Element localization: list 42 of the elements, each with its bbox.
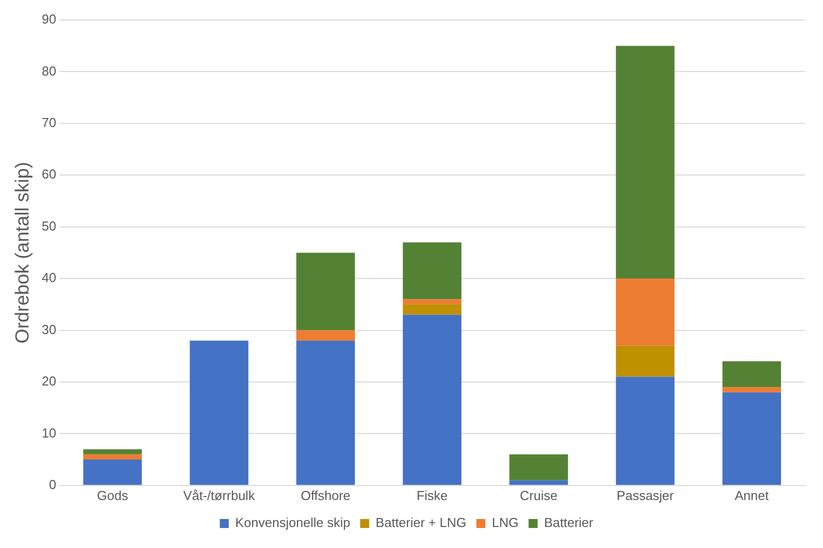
y-tick-label: 50 — [42, 218, 56, 234]
y-tick-label: 70 — [42, 115, 56, 130]
legend-label: Konvensjonelle skip — [235, 515, 350, 530]
bar — [83, 454, 142, 460]
x-tick-label: Gods — [96, 488, 129, 503]
legend-label: Batterier — [544, 515, 594, 530]
bar — [83, 460, 142, 485]
bar — [722, 392, 782, 485]
legend-label: LNG — [492, 515, 519, 530]
y-tick-label: 0 — [49, 476, 56, 492]
y-tick-label: 80 — [42, 63, 56, 78]
y-tick-label: 30 — [42, 322, 56, 337]
bar — [616, 376, 674, 485]
x-tick-label: Fiske — [416, 488, 448, 503]
bar — [296, 252, 355, 330]
bar — [509, 454, 568, 480]
x-tick-label: Offshore — [300, 488, 350, 503]
y-tick-label: 40 — [42, 270, 56, 286]
x-tick-label: Våt-/tørrbulk — [183, 488, 256, 503]
y-tick-label: 90 — [42, 12, 56, 27]
x-tick-label: Cruise — [520, 488, 558, 503]
bar — [402, 242, 462, 300]
bar — [722, 387, 782, 392]
y-tick-label: 20 — [42, 374, 56, 389]
x-tick-label: Annet — [734, 488, 770, 503]
bar — [402, 299, 462, 304]
bar — [616, 278, 674, 346]
bar — [722, 361, 782, 388]
bar — [296, 340, 355, 485]
bar — [402, 304, 462, 315]
bar — [616, 346, 674, 377]
y-tick-label: 10 — [42, 425, 56, 440]
y-axis-title: Ordrebok (antall skip) — [12, 162, 34, 344]
bar — [509, 480, 568, 485]
y-tick-label: 60 — [42, 166, 56, 182]
x-tick-label: Passasjer — [616, 488, 674, 503]
bar — [296, 330, 355, 341]
bar — [402, 314, 462, 485]
legend-label: Batterier + LNG — [376, 515, 466, 530]
bar — [190, 340, 248, 485]
bar — [616, 46, 674, 279]
bar — [83, 449, 142, 454]
